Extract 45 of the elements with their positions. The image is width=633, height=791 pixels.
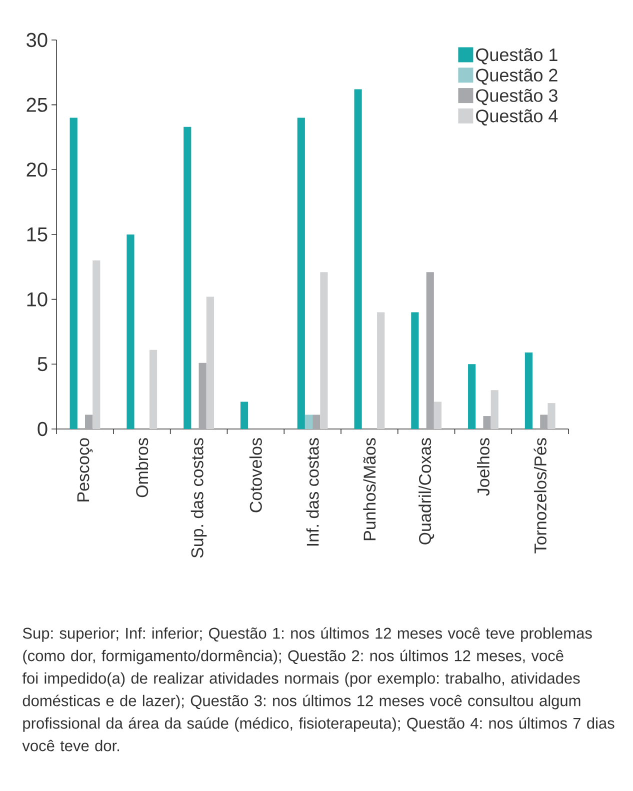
bar: [240, 402, 248, 429]
bar: [70, 118, 78, 429]
bar: [320, 272, 328, 429]
bar: [126, 234, 134, 429]
text: Sup: superior; Inf: inferior; Questão 1: nos últimos 12 meses você teve problemas (como dor, formigamento/dormência); Questão 2: nos últimos 12 meses, você foi impedido(a) de realizar atividades normais (por exemplo: trabalho, atividades domésticas e de lazer); Questão 3: nos últimos 12 meses você consultou algum profissional da área da saúde (médico, fisioterapeuta); Questão 4: nos últimos 7 dias você teve dor.: [22, 627, 614, 752]
bar: [411, 312, 419, 429]
x-tick-label: Cotovelos: [249, 438, 262, 512]
legend-label: Questão 4: [476, 109, 558, 126]
bar: [297, 118, 305, 429]
x-tick-label: Pescoço: [77, 438, 93, 502]
bar: [540, 414, 548, 429]
bar: [304, 414, 313, 429]
y-tick-label: 20: [26, 162, 48, 177]
x-tick-label: Ombros: [136, 438, 148, 498]
bar: [483, 416, 491, 429]
legend-label: Questão 1: [476, 48, 558, 64]
bar: [198, 362, 206, 429]
y-tick-label: 0: [38, 422, 48, 436]
bar: [468, 364, 476, 429]
y-tick-label: 10: [27, 292, 48, 306]
bar: [354, 89, 362, 429]
x-tick-label: Joelhos: [476, 438, 490, 496]
bar: [548, 403, 556, 429]
bar: [206, 296, 214, 429]
bar: [377, 312, 385, 429]
x-tick-label: Quadril/Coxas: [418, 438, 434, 544]
bar: [524, 352, 533, 429]
bar: [490, 390, 498, 429]
bar: [149, 350, 158, 429]
bar: [312, 414, 320, 429]
legend-label: Questão 3: [476, 88, 558, 106]
y-tick-label: 5: [38, 357, 48, 372]
bar: [426, 272, 434, 429]
bar: [434, 402, 442, 429]
y-tick-label: 30: [26, 32, 48, 48]
x-tick-label: Tornozelos/Pés: [534, 438, 546, 554]
bar: [184, 126, 192, 429]
x-tick-label: Punhos/Mãos: [363, 438, 376, 540]
x-tick-label: Inf. das costas: [306, 438, 319, 546]
x-tick-label: Sup. das costas: [190, 438, 207, 558]
bar: [85, 414, 93, 429]
y-tick-label: 15: [27, 228, 48, 242]
bar: [92, 260, 100, 429]
legend-label: Questão 2: [476, 68, 558, 85]
y-tick-label: 25: [26, 98, 48, 112]
